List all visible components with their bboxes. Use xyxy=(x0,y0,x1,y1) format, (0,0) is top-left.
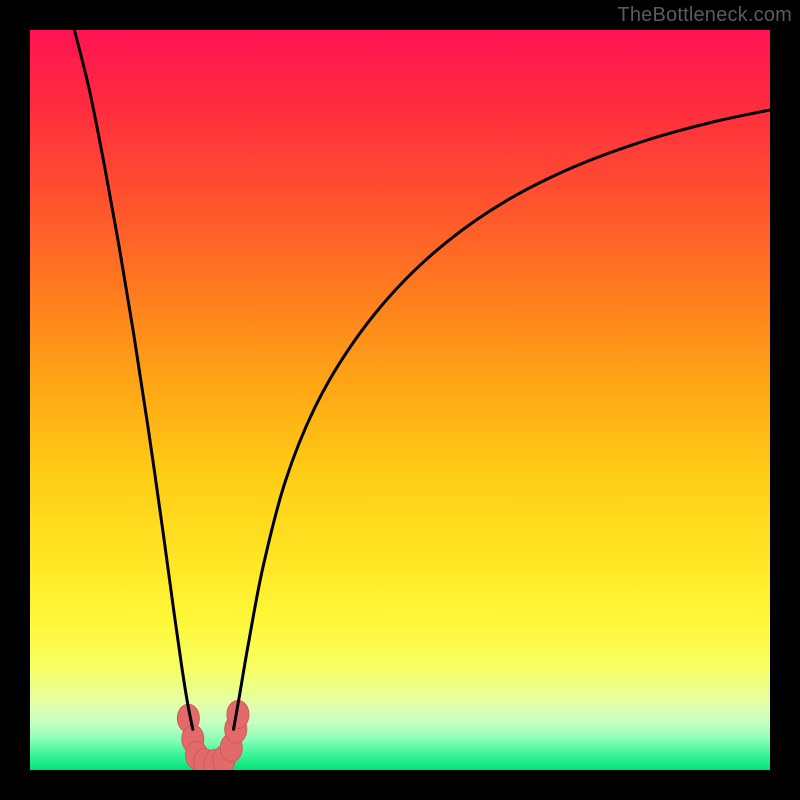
chart-container: TheBottleneck.com xyxy=(0,0,800,800)
bottleneck-chart xyxy=(0,0,800,800)
watermark-text: TheBottleneck.com xyxy=(617,4,792,27)
plot-background-gradient xyxy=(30,30,770,770)
